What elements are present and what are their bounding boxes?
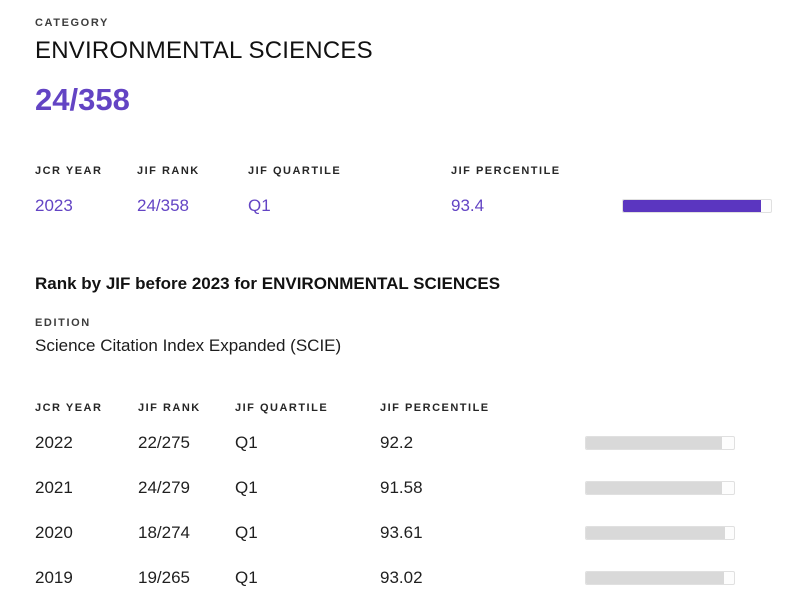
jcr-category-panel: CATEGORY ENVIRONMENTAL SCIENCES 24/358 J… [35, 17, 811, 600]
category-rank: 24/358 [35, 82, 130, 117]
percentile-bar-fill [586, 481, 722, 494]
jif-percentile-header: JIF PERCENTILE [451, 165, 561, 177]
jif-rank-value: 24/279 [138, 477, 190, 497]
table-row: 2022 22/275 Q1 92.2 [35, 420, 811, 465]
history-jif-table: JCR YEAR JIF RANK JIF QUARTILE JIF PERCE… [35, 401, 811, 600]
jif-quartile-value: Q1 [235, 432, 258, 452]
jcr-year-header: JCR YEAR [35, 402, 103, 414]
jif-percentile-value: 92.2 [380, 432, 414, 452]
jcr-year-value: 2021 [35, 477, 73, 497]
jcr-year-value: 2023 [35, 196, 73, 215]
table-row: 2021 24/279 Q1 91.58 [35, 465, 811, 510]
jif-rank-header: JIF RANK [138, 402, 201, 414]
jif-percentile-value: 93.61 [380, 522, 423, 542]
history-section-title: Rank by JIF before 2023 for ENVIRONMENTA… [35, 274, 501, 293]
percentile-bar [585, 525, 735, 540]
category-name: ENVIRONMENTAL SCIENCES [35, 37, 373, 64]
jif-rank-value: 19/265 [138, 567, 190, 587]
table-header-row: JCR YEAR JIF RANK JIF QUARTILE JIF PERCE… [35, 164, 811, 178]
jif-rank-value: 24/358 [137, 196, 189, 215]
percentile-bar-fill [586, 526, 725, 539]
jif-rank-header: JIF RANK [137, 165, 200, 177]
percentile-bar-fill [623, 200, 762, 212]
jif-quartile-value: Q1 [248, 196, 271, 215]
table-row: 2019 19/265 Q1 93.02 [35, 555, 811, 600]
jif-quartile-header: JIF QUARTILE [248, 165, 342, 177]
edition-label: EDITION [35, 317, 91, 329]
percentile-bar-fill [586, 571, 724, 584]
percentile-bar [622, 199, 772, 213]
percentile-bar-fill [586, 436, 723, 449]
jif-rank-value: 18/274 [138, 522, 190, 542]
jcr-year-value: 2020 [35, 522, 73, 542]
category-label: CATEGORY [35, 17, 109, 29]
jif-quartile-value: Q1 [235, 522, 258, 542]
jif-percentile-value: 93.02 [380, 567, 423, 587]
jif-percentile-value: 91.58 [380, 477, 423, 497]
jif-quartile-value: Q1 [235, 477, 258, 497]
jcr-year-header: JCR YEAR [35, 165, 103, 177]
jcr-year-value: 2022 [35, 432, 73, 452]
current-year-jif-table: JCR YEAR JIF RANK JIF QUARTILE JIF PERCE… [35, 164, 811, 217]
jcr-year-value: 2019 [35, 567, 73, 587]
jif-percentile-header: JIF PERCENTILE [380, 402, 490, 414]
jif-rank-value: 22/275 [138, 432, 190, 452]
table-row: 2023 24/358 Q1 93.4 [35, 195, 811, 217]
table-header-row: JCR YEAR JIF RANK JIF QUARTILE JIF PERCE… [35, 401, 811, 415]
table-row: 2020 18/274 Q1 93.61 [35, 510, 811, 555]
percentile-bar [585, 480, 735, 495]
percentile-bar [585, 570, 735, 585]
edition-value: Science Citation Index Expanded (SCIE) [35, 336, 342, 355]
jif-quartile-value: Q1 [235, 567, 258, 587]
percentile-bar [585, 435, 735, 450]
jif-percentile-value: 93.4 [451, 196, 485, 215]
jif-quartile-header: JIF QUARTILE [235, 402, 329, 414]
